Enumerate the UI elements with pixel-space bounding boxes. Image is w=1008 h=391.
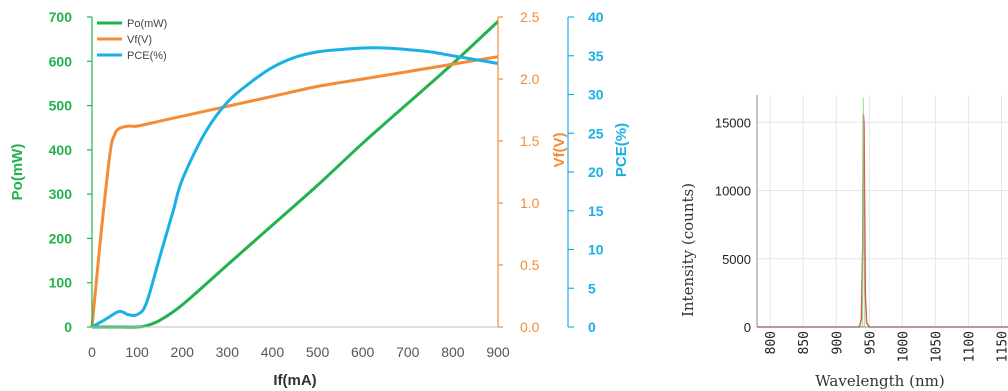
intensity-tick-label: 10000 <box>715 184 751 199</box>
x-tick-label: 400 <box>261 344 285 360</box>
vf-tick-label: 1.0 <box>520 195 540 211</box>
x-tick-label: 500 <box>306 344 330 360</box>
vf-tick-label: 2.0 <box>520 71 540 87</box>
po-tick-label: 300 <box>49 186 73 202</box>
legend-entry-label: Po(mW) <box>127 18 167 30</box>
x-axis-label: If(mA) <box>273 372 316 389</box>
vf-series-line <box>90 55 499 328</box>
pce-tick-label: 30 <box>588 87 604 103</box>
wavelength-tick-label: 1100 <box>962 331 977 362</box>
pce-tick-label: 5 <box>588 280 596 296</box>
intensity-tick-label: 0 <box>744 320 751 335</box>
x-tick-label: 600 <box>351 344 375 360</box>
vf-tick-label: 1.5 <box>520 133 540 149</box>
pce-tick-label: 0 <box>588 319 596 335</box>
wavelength-tick-label: 1150 <box>995 331 1008 362</box>
x-axis-label: Wavelength (nm) <box>815 372 944 390</box>
pce-tick-label: 15 <box>588 203 604 219</box>
x-tick-label: 800 <box>441 344 465 360</box>
x-tick-label: 900 <box>486 344 510 360</box>
spectrum-trace-line <box>861 97 865 328</box>
po-tick-label: 100 <box>49 275 73 291</box>
legend-entry-label: Vf(V) <box>127 34 152 46</box>
po-tick-label: 200 <box>49 230 73 246</box>
legend-entry-label: PCE(%) <box>127 50 167 62</box>
x-tick-label: 0 <box>88 344 96 360</box>
x-tick-label: 100 <box>125 344 149 360</box>
vf-tick-label: 2.5 <box>520 9 540 25</box>
intensity-tick-label: 15000 <box>715 115 751 130</box>
pce-tick-label: 20 <box>588 164 604 180</box>
x-tick-label: 200 <box>171 344 195 360</box>
intensity-tick-label: 5000 <box>722 252 751 267</box>
wavelength-tick-label: 950 <box>863 331 878 354</box>
spectrum-plot-area <box>757 95 1008 327</box>
pce-tick-label: 40 <box>588 9 604 25</box>
po-tick-label: 400 <box>49 142 73 158</box>
pce-tick-label: 25 <box>588 125 604 141</box>
wavelength-tick-label: 900 <box>830 331 845 354</box>
po-tick-label: 500 <box>49 98 73 114</box>
po-tick-label: 600 <box>49 53 73 69</box>
legend: Po(mW) Vf(V) PCE(%) <box>97 18 167 62</box>
pce-tick-label: 35 <box>588 48 604 64</box>
spectrum-chart: 0 5000 10000 15000 800 850 900 950 1000 1050 1100 1… <box>679 95 1008 390</box>
y-axis-label: Intensity (counts) <box>679 183 697 317</box>
x-tick-label: 700 <box>396 344 420 360</box>
vf-axis-label: Vf(V) <box>551 133 568 168</box>
liv-chart: 0 100 200 300 400 500 600 700 800 900010020030040… <box>9 9 630 389</box>
pce-tick-label: 10 <box>588 242 604 258</box>
vf-tick-label: 0.0 <box>520 319 540 335</box>
pce-series-line <box>91 46 499 329</box>
wavelength-tick-label: 800 <box>764 331 779 354</box>
po-tick-label: 700 <box>49 9 73 25</box>
pce-axis-label: PCE(%) <box>613 123 630 177</box>
wavelength-tick-label: 1000 <box>896 331 911 362</box>
x-tick-label: 300 <box>216 344 240 360</box>
po-tick-label: 0 <box>64 319 72 335</box>
wavelength-tick-label: 850 <box>797 331 812 354</box>
po-axis-label: Po(mW) <box>9 144 26 201</box>
wavelength-tick-label: 1050 <box>929 331 944 362</box>
vf-tick-label: 0.5 <box>520 257 540 273</box>
